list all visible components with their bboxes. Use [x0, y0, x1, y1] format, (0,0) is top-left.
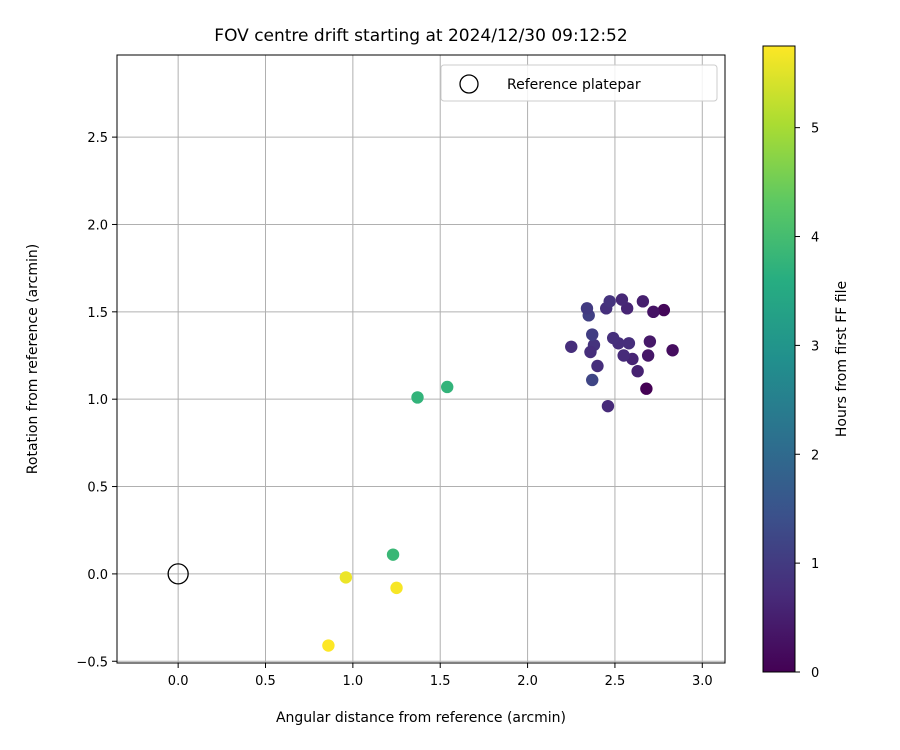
reference-platepar-marker: [167, 563, 189, 585]
colorbar-tick-label: 4: [811, 231, 819, 246]
data-point: [586, 373, 599, 387]
x-tick-label: 2.0: [517, 674, 538, 689]
legend-label: Reference platepar: [507, 77, 641, 93]
colorbar-ticks: 0 1 2 3 4 5: [795, 122, 819, 681]
data-point: [601, 399, 615, 413]
data-point: [666, 344, 679, 357]
data-point: [606, 331, 620, 345]
data-point: [641, 349, 655, 362]
data-point: [640, 382, 653, 395]
data-point: [339, 571, 353, 584]
reference-marker: [167, 563, 189, 585]
y-tick-label: 0.5: [87, 481, 108, 496]
y-tick-label: 0.0: [87, 568, 108, 583]
data-point: [603, 295, 616, 308]
x-tick-label: 2.5: [605, 674, 626, 689]
colorbar-tick-label: 1: [811, 557, 819, 572]
y-axis-label: Rotation from reference (arcmin): [25, 244, 41, 474]
data-point: [565, 340, 578, 353]
colorbar-tick-label: 2: [811, 448, 819, 463]
plot-area: [116, 54, 726, 664]
y-tick-label: 1.5: [87, 306, 108, 321]
colorbar: [762, 45, 796, 673]
data-point: [390, 581, 403, 595]
data-point: [622, 337, 636, 350]
colorbar-tick-label: 3: [811, 339, 819, 354]
x-tick-label: 1.5: [430, 674, 451, 689]
data-point: [617, 349, 630, 362]
y-tick-label: 2.5: [87, 131, 108, 146]
plot-frame: [116, 54, 726, 664]
colorbar-tick-label: 0: [811, 666, 819, 681]
data-point: [643, 335, 657, 348]
x-tick-label: 0.5: [255, 674, 276, 689]
x-tick-label: 1.0: [343, 674, 364, 689]
x-axis: 0.0 0.5 1.0 1.5 2.0 2.5 3.0: [168, 663, 713, 689]
chart-title: FOV centre drift starting at 2024/12/30 …: [214, 26, 627, 46]
data-point: [636, 295, 650, 308]
data-point: [657, 303, 671, 317]
data-point: [631, 365, 644, 378]
y-tick-label: −0.5: [76, 655, 108, 670]
y-axis: −0.5 0.0 0.5 1.0 1.5 2.0 2.5: [76, 131, 117, 670]
x-axis-label: Angular distance from reference (arcmin): [276, 710, 566, 726]
x-tick-label: 3.0: [692, 674, 713, 689]
data-point: [386, 548, 400, 561]
data-point: [584, 345, 597, 359]
data-point: [591, 359, 604, 373]
legend: Reference platepar: [440, 64, 718, 102]
colorbar-tick-label: 5: [811, 122, 819, 137]
x-tick-label: 0.0: [168, 674, 189, 689]
data-point: [322, 639, 335, 652]
legend-open-circle-marker: [459, 74, 479, 94]
data-point: [615, 293, 629, 306]
data-point: [411, 391, 424, 404]
data-point: [647, 305, 660, 319]
y-tick-label: 1.0: [87, 393, 108, 408]
data-point: [586, 328, 599, 341]
legend-box: [440, 64, 718, 102]
data-point: [580, 302, 594, 315]
y-tick-label: 2.0: [87, 218, 108, 233]
data-point: [441, 380, 454, 394]
data-points: [322, 293, 679, 652]
colorbar-label: Hours from first FF file: [834, 281, 850, 437]
